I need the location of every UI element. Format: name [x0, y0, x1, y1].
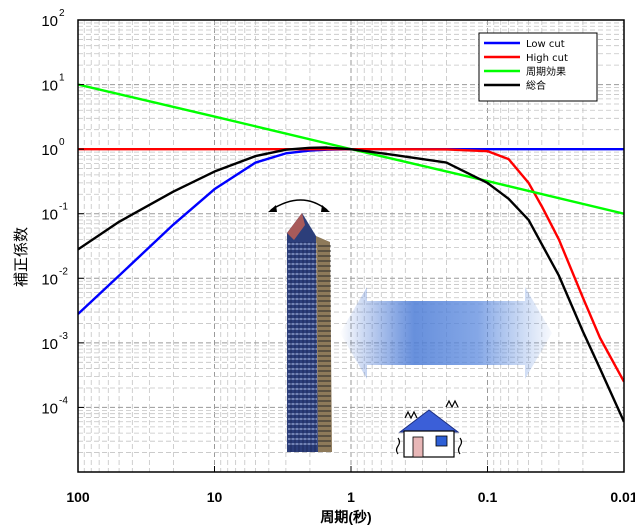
legend-label: High cut [526, 53, 568, 64]
y-axis-label: 補正係数 [12, 227, 30, 287]
x-tick-label: 10 [207, 489, 223, 505]
y-tick-label: 10 [41, 207, 58, 224]
x-tick-label: 100 [66, 489, 90, 505]
legend-label: 周期効果 [526, 65, 566, 78]
y-tick-label: 10 [41, 78, 58, 95]
legend-label: Low cut [526, 39, 565, 50]
house-shaking-icon [395, 399, 463, 458]
series-line-000000 [78, 146, 624, 423]
y-tick-label: 10 [41, 13, 58, 30]
y-tick-exponent: -1 [59, 202, 68, 213]
range-arrow [340, 287, 552, 379]
high-rise-building [287, 213, 332, 452]
x-tick-label: 0.1 [478, 489, 498, 505]
x-tick-label: 0.01 [610, 489, 635, 505]
series-line-ff0000 [78, 147, 624, 383]
y-tick-label: 10 [41, 142, 58, 159]
sway-arrow-icon [268, 199, 330, 212]
y-tick-label: 10 [41, 336, 58, 353]
y-tick-exponent: -4 [59, 395, 68, 406]
y-tick-exponent: 2 [59, 8, 65, 19]
legend-label: 総合 [526, 79, 546, 92]
x-axis-label: 周期(秒) [320, 509, 371, 525]
y-tick-exponent: -2 [59, 266, 68, 277]
y-tick-exponent: 0 [59, 137, 65, 148]
y-tick-exponent: 1 [59, 73, 65, 84]
y-tick-exponent: -3 [59, 331, 68, 342]
y-tick-label: 10 [41, 400, 58, 417]
y-tick-label: 10 [41, 271, 58, 288]
x-tick-label: 1 [347, 489, 355, 505]
